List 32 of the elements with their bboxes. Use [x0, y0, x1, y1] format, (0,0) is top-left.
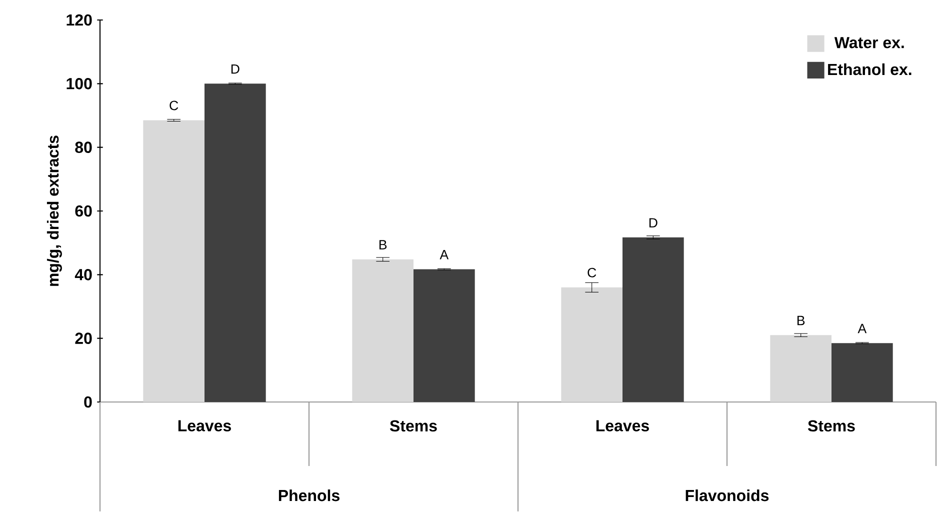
y-tick-label: 0 [84, 396, 92, 408]
legend-label: Ethanol ex. [828, 63, 912, 76]
data-label: B [797, 316, 805, 326]
data-label: A [858, 324, 867, 334]
text: Phenols [278, 489, 340, 502]
y-tick-label: 80 [75, 142, 92, 153]
bar [204, 84, 266, 402]
data-label: D [231, 64, 240, 74]
text: Flavonoids [686, 489, 769, 502]
x-tick-label: Leaves [596, 420, 649, 432]
y-tick-label: 20 [75, 332, 92, 344]
data-label: D [649, 218, 658, 228]
x-tick-label: Leaves [178, 420, 231, 432]
bar [832, 343, 893, 402]
legend-label: Water ex. [834, 37, 904, 48]
y-tick-label: 100 [66, 78, 92, 90]
y-tick-label: 120 [66, 14, 92, 26]
data-label: C [170, 100, 178, 110]
data-label: A [440, 250, 449, 260]
y-tick-label: 40 [74, 269, 92, 280]
bar [414, 269, 475, 402]
data-label: C [588, 268, 596, 278]
bar [561, 287, 623, 402]
bar [352, 259, 414, 402]
x-tick-label: Stems [390, 420, 437, 432]
data-label: B [379, 240, 387, 250]
bar [622, 237, 684, 402]
x-tick-label: Stems [808, 420, 855, 432]
bar [143, 120, 205, 402]
y-tick-label: 60 [75, 205, 92, 217]
bar [770, 335, 832, 402]
y-axis-title: mg/g, dried extracts [46, 136, 62, 286]
